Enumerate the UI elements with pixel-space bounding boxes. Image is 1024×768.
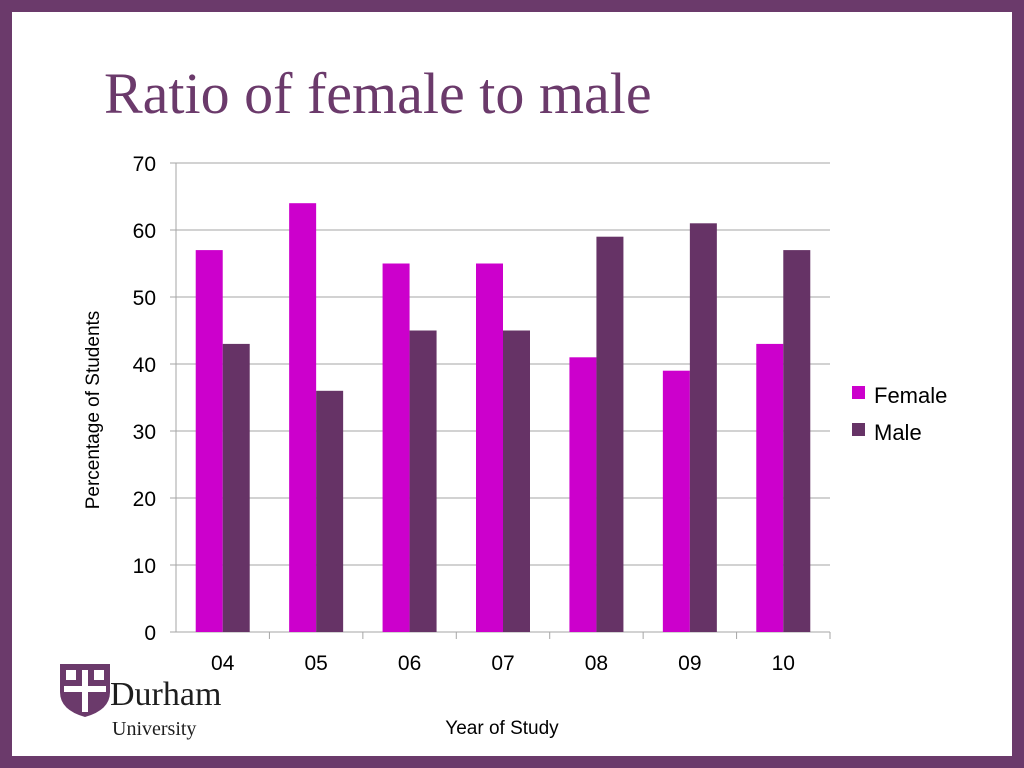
x-tick-label: 10 <box>772 652 795 675</box>
bar-female <box>382 263 410 632</box>
y-tick-label: 40 <box>133 354 156 377</box>
bar-male <box>689 223 717 633</box>
x-axis-label: Year of Study <box>445 718 559 739</box>
y-tick-label: 70 <box>133 153 156 176</box>
bar-male <box>783 250 811 632</box>
bar-male <box>316 390 344 632</box>
y-tick-label: 20 <box>133 488 156 511</box>
y-tick-label: 50 <box>133 287 156 310</box>
legend-label-male: Male <box>874 420 922 445</box>
slide-title: Ratio of female to male <box>104 61 652 126</box>
legend-label-female: Female <box>874 383 947 408</box>
bar-female <box>289 203 317 632</box>
bar-male <box>596 236 624 632</box>
bar-female <box>662 370 690 632</box>
durham-university-logo: Durham University <box>46 662 246 742</box>
y-tick-label: 10 <box>133 555 156 578</box>
logo-name: Durham <box>110 676 222 713</box>
x-tick-label: 08 <box>585 652 608 675</box>
bar-female <box>195 250 223 632</box>
legend-swatch-female <box>852 386 865 399</box>
y-tick-label: 0 <box>144 622 156 645</box>
x-tick-label: 06 <box>398 652 421 675</box>
bar-female <box>569 357 597 632</box>
bar-male <box>503 330 530 632</box>
y-tick-label: 60 <box>133 220 156 243</box>
legend-swatch-male <box>852 423 865 436</box>
bar-male <box>409 330 437 632</box>
bar-female <box>476 263 503 632</box>
y-axis-label: Percentage of Students <box>83 311 104 510</box>
logo-subtitle: University <box>112 718 197 740</box>
crest-icon <box>60 664 110 717</box>
x-tick-label: 09 <box>678 652 701 675</box>
x-tick-label: 07 <box>491 652 514 675</box>
y-tick-label: 30 <box>133 421 156 444</box>
bar-female <box>756 343 784 632</box>
bar-male <box>222 343 250 632</box>
x-tick-label: 05 <box>304 652 327 675</box>
x-tick-label: 04 <box>211 652 235 675</box>
